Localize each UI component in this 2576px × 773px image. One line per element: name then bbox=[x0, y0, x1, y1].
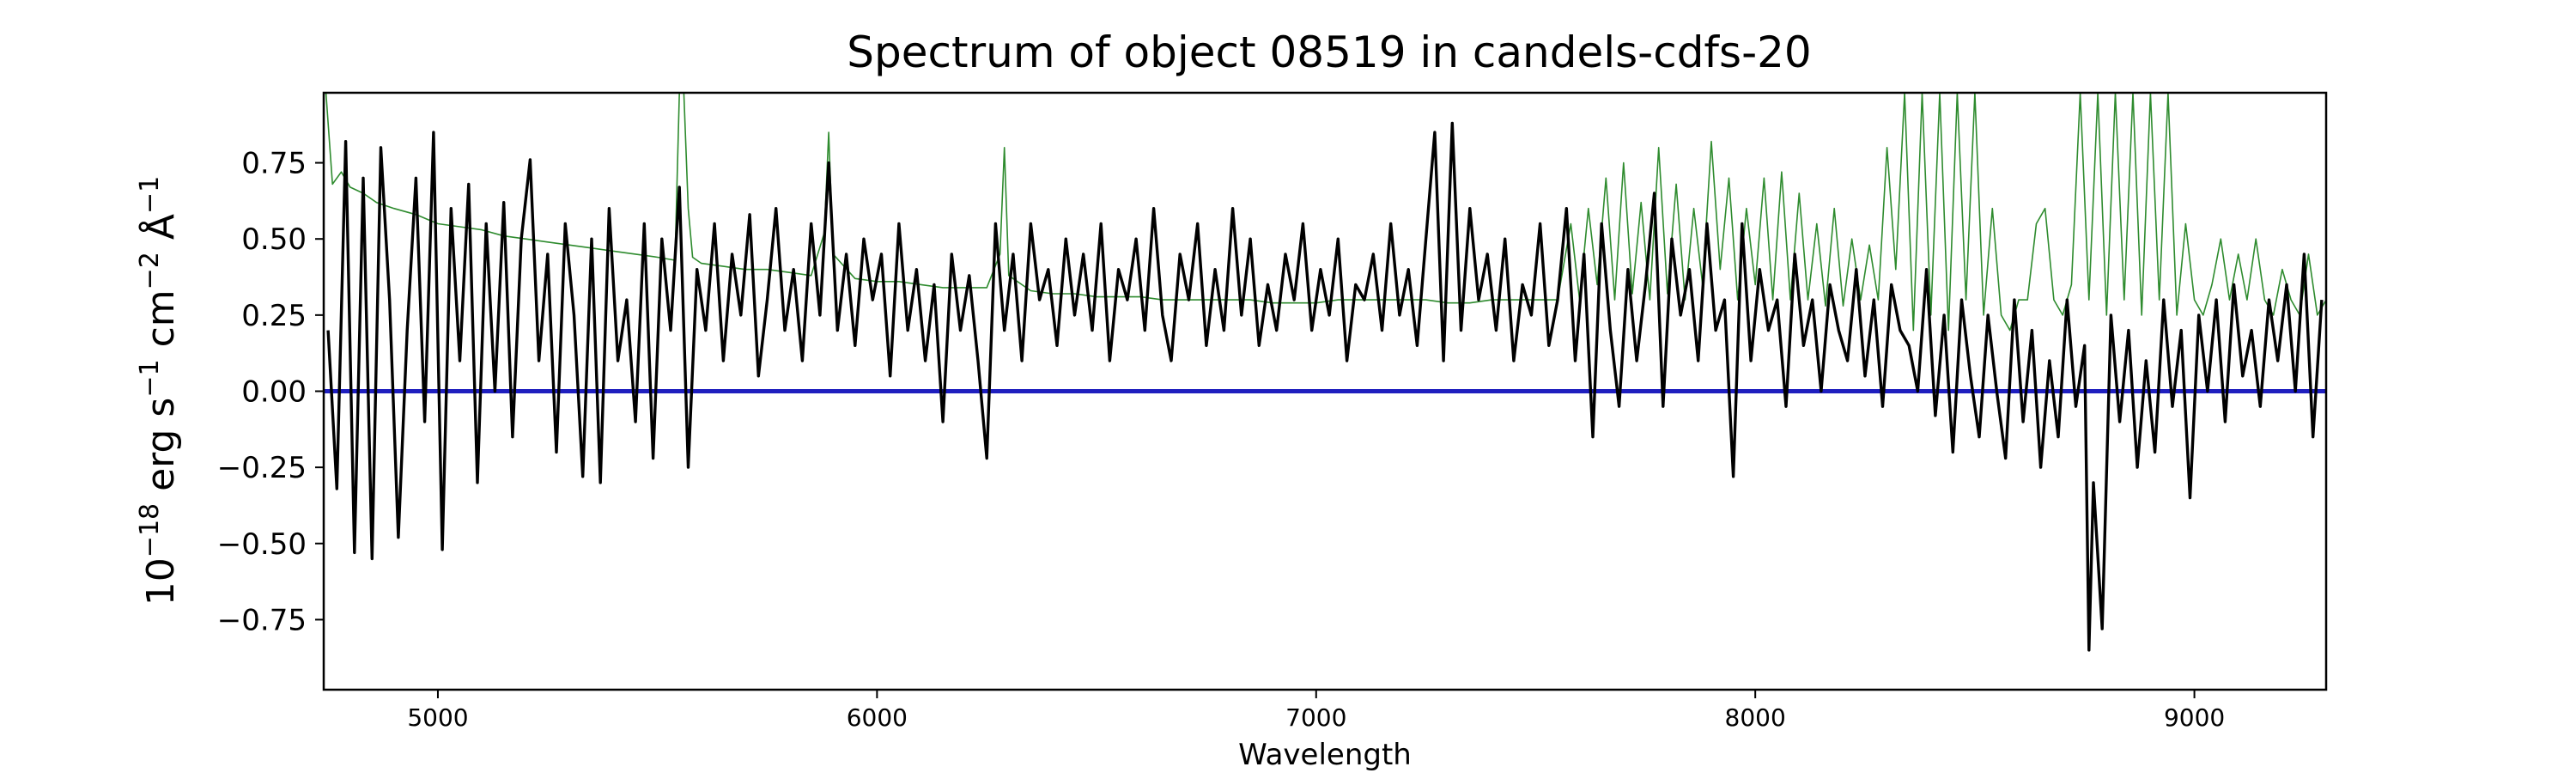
y-tick-label: 0.25 bbox=[241, 299, 307, 333]
x-axis: 5000 6000 7000 8000 9000 bbox=[407, 690, 2225, 732]
x-tick-label: 8000 bbox=[1725, 703, 1786, 732]
flux-series-line bbox=[326, 121, 2324, 652]
y-label-ang-exp: −1 bbox=[135, 176, 165, 214]
y-axis: 0.75 0.50 0.25 0.00 −0.25 −0.50 −0.75 bbox=[217, 147, 324, 637]
y-axis-label: 10−18 erg s−1 cm−2 Å−1 bbox=[135, 176, 183, 606]
x-tick-label: 5000 bbox=[407, 703, 468, 732]
y-label-cm: cm bbox=[139, 289, 183, 359]
y-label-s-exp: −1 bbox=[135, 359, 165, 397]
y-label-exp: −18 bbox=[135, 503, 165, 557]
x-tick-label: 6000 bbox=[847, 703, 908, 732]
y-tick-label: 0.50 bbox=[241, 222, 307, 257]
y-tick-label: −0.25 bbox=[217, 451, 307, 485]
y-tick-label: 0.75 bbox=[241, 147, 307, 181]
y-label-erg: erg s bbox=[139, 398, 183, 503]
x-axis-label: Wavelength bbox=[1238, 738, 1412, 772]
y-tick-label: −0.50 bbox=[217, 527, 307, 562]
y-tick-label: 0.00 bbox=[241, 375, 307, 410]
chart-title: Spectrum of object 08519 in candels-cdfs… bbox=[847, 27, 1812, 77]
y-label-cm-exp: −2 bbox=[135, 252, 165, 289]
x-tick-label: 9000 bbox=[2164, 703, 2225, 732]
error-series-line bbox=[325, 93, 2326, 332]
series-layer bbox=[324, 93, 2326, 652]
y-tick-label: −0.75 bbox=[217, 603, 307, 637]
x-tick-label: 7000 bbox=[1285, 703, 1346, 732]
y-label-ang: Å bbox=[137, 214, 183, 252]
y-label-base: 10 bbox=[139, 557, 183, 606]
